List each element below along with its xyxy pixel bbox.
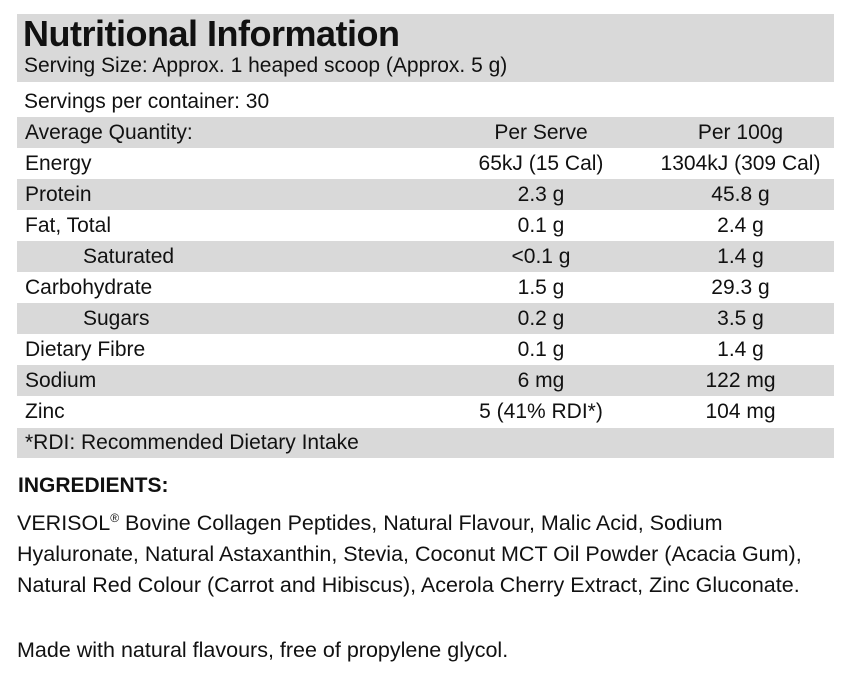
registered-mark: ® bbox=[110, 511, 120, 525]
column-header-per-serve: Per Serve bbox=[494, 121, 588, 144]
per-100g-value: 29.3 g bbox=[711, 276, 770, 299]
flavour-note: Made with natural flavours, free of prop… bbox=[17, 638, 509, 662]
column-header-quantity: Average Quantity: bbox=[25, 121, 193, 144]
table-row: Zinc 5 (41% RDI*) 104 mg bbox=[17, 396, 834, 427]
rdi-footnote: *RDI: Recommended Dietary Intake bbox=[17, 428, 834, 458]
per-serve-value: 2.3 g bbox=[517, 183, 565, 206]
per-serve-value: <0.1 g bbox=[511, 245, 571, 268]
brand-name: VERISOL bbox=[17, 511, 111, 536]
nutrient-name: Saturated bbox=[83, 245, 175, 268]
table-row: Saturated <0.1 g 1.4 g bbox=[17, 241, 834, 272]
per-100g-value: 3.5 g bbox=[717, 307, 764, 330]
per-100g-value: 104 mg bbox=[705, 400, 776, 423]
per-100g-value: 45.8 g bbox=[711, 183, 770, 206]
per-serve-value: 1.5 g bbox=[517, 276, 565, 299]
serving-size: Serving Size: Approx. 1 heaped scoop (Ap… bbox=[24, 54, 508, 77]
nutrient-name: Energy bbox=[25, 152, 92, 175]
nutrient-name: Fat, Total bbox=[25, 214, 111, 237]
nutrient-name: Sugars bbox=[83, 307, 150, 330]
table-header-row: Average Quantity: Per Serve Per 100g bbox=[17, 117, 834, 148]
per-100g-value: 122 mg bbox=[705, 369, 776, 392]
panel-header: Nutritional Information Serving Size: Ap… bbox=[17, 14, 834, 82]
table-row: Sugars 0.2 g 3.5 g bbox=[17, 303, 834, 334]
per-serve-value: 5 (41% RDI*) bbox=[479, 400, 603, 423]
nutrient-name: Protein bbox=[25, 183, 92, 206]
ingredients-text: Bovine Collagen Peptides, Natural Flavou… bbox=[17, 511, 802, 598]
column-header-per-100g: Per 100g bbox=[697, 121, 784, 144]
per-100g-value: 1.4 g bbox=[717, 245, 764, 268]
table-row: Fat, Total 0.1 g 2.4 g bbox=[17, 210, 834, 241]
table-row: Dietary Fibre 0.1 g 1.4 g bbox=[17, 334, 834, 365]
nutrient-name: Carbohydrate bbox=[25, 276, 153, 299]
panel-title: Nutritional Information bbox=[23, 13, 400, 54]
per-serve-value: 0.1 g bbox=[517, 338, 565, 361]
table-row: Energy 65kJ (15 Cal) 1304kJ (309 Cal) bbox=[17, 148, 834, 179]
ingredients-heading: INGREDIENTS: bbox=[18, 474, 169, 497]
table-row: Protein 2.3 g 45.8 g bbox=[17, 179, 834, 210]
nutrient-name: Sodium bbox=[25, 369, 97, 392]
nutrient-name: Zinc bbox=[25, 400, 65, 423]
per-serve-value: 0.1 g bbox=[517, 214, 565, 237]
table-row: Carbohydrate 1.5 g 29.3 g bbox=[17, 272, 834, 303]
per-serve-value: 0.2 g bbox=[517, 307, 565, 330]
per-100g-value: 1304kJ (309 Cal) bbox=[660, 152, 821, 175]
per-serve-value: 65kJ (15 Cal) bbox=[478, 152, 604, 175]
nutrition-panel: Nutritional Information Serving Size: Ap… bbox=[17, 14, 834, 458]
servings-per-container: Servings per container: 30 bbox=[17, 86, 834, 117]
table-row: Sodium 6 mg 122 mg bbox=[17, 365, 834, 396]
per-100g-value: 2.4 g bbox=[717, 214, 764, 237]
per-100g-value: 1.4 g bbox=[717, 338, 764, 361]
nutrient-name: Dietary Fibre bbox=[25, 338, 146, 361]
per-serve-value: 6 mg bbox=[517, 369, 565, 392]
ingredients-list: VERISOL® Bovine Collagen Peptides, Natur… bbox=[17, 503, 842, 601]
